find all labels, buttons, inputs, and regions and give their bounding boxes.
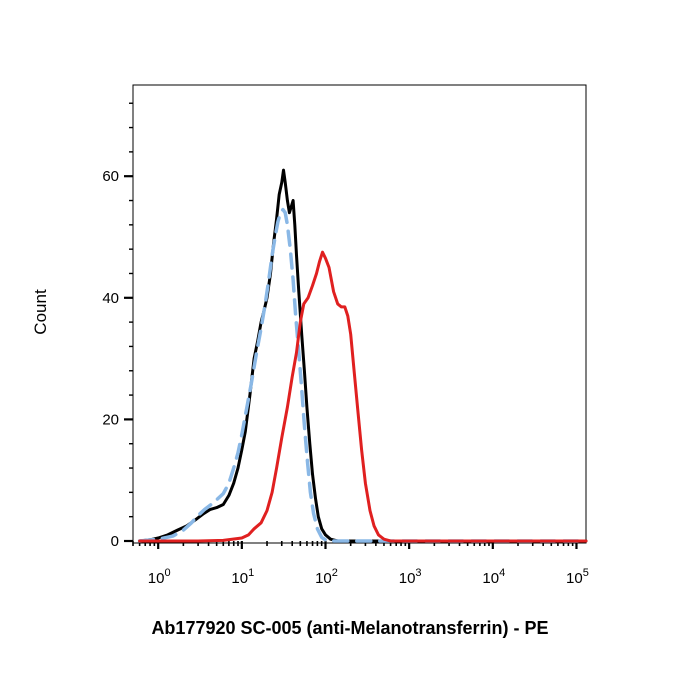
y-minor-ticks <box>129 102 133 542</box>
series-line-2 <box>137 207 588 543</box>
x-tick-label: 102 <box>315 567 338 587</box>
x-tick-label: 100 <box>148 567 171 587</box>
series-group <box>137 168 588 543</box>
x-tick-label: 104 <box>482 567 505 587</box>
y-tick-label: 20 <box>102 411 119 428</box>
x-axis-title: Ab177920 SC-005 (anti-Melanotransferrin)… <box>151 618 548 638</box>
series-line-3 <box>138 250 588 543</box>
plot-frame <box>132 84 587 544</box>
y-tick-label: 0 <box>111 533 119 550</box>
y-tick-label: 60 <box>102 168 119 185</box>
y-axis-title: Count <box>31 289 50 335</box>
x-tick-label: 105 <box>566 567 589 587</box>
x-tick-label: 103 <box>399 567 422 587</box>
series-line-1 <box>138 168 588 543</box>
y-tick-label: 40 <box>102 290 119 307</box>
x-tick-label: 101 <box>231 567 254 587</box>
x-axis-ticks: 100 101 102 103 104 105 <box>148 567 589 587</box>
y-axis-ticks: 0 20 40 60 <box>102 168 133 550</box>
